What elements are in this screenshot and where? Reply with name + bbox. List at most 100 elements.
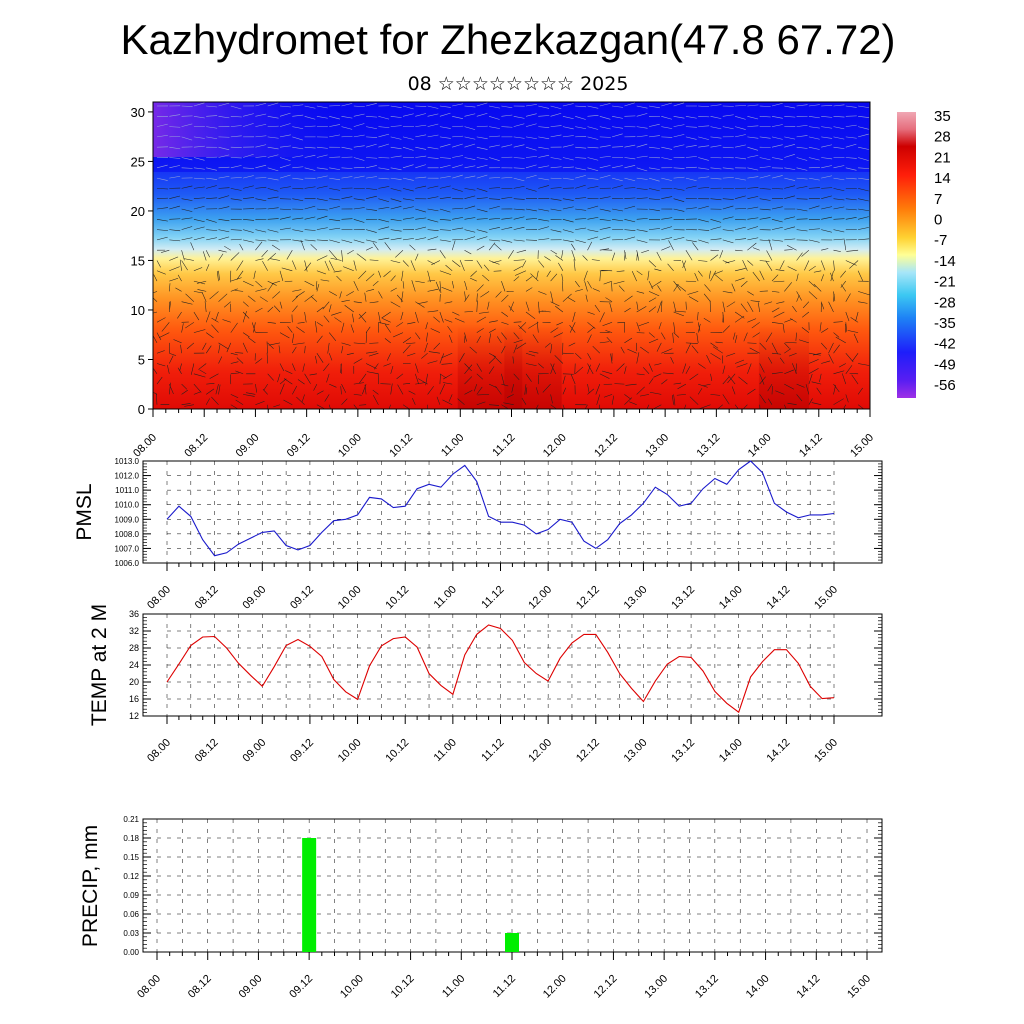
wind-vector bbox=[296, 326, 305, 333]
wind-vector bbox=[685, 301, 687, 310]
wind-vector bbox=[771, 157, 783, 160]
wind-vector bbox=[759, 394, 766, 404]
wind-vector bbox=[255, 239, 267, 242]
wind-vector bbox=[489, 126, 500, 129]
wind-vector bbox=[722, 239, 734, 244]
wind-vector bbox=[452, 311, 460, 316]
wind-vector bbox=[316, 167, 328, 170]
wind-vector bbox=[169, 239, 181, 242]
wind-vector bbox=[698, 125, 710, 127]
wind-vector bbox=[587, 364, 591, 374]
wind-vector bbox=[271, 244, 281, 251]
wind-vector bbox=[262, 261, 268, 271]
wind-vector bbox=[390, 219, 402, 222]
wind-vector bbox=[636, 229, 648, 232]
wind-vector bbox=[698, 116, 710, 118]
wind-vector bbox=[759, 270, 765, 281]
wind-vector bbox=[550, 157, 562, 160]
wind-vector bbox=[470, 270, 477, 277]
wind-vector bbox=[382, 318, 391, 323]
wind-vector bbox=[181, 260, 188, 271]
wind-vector bbox=[427, 134, 439, 138]
wind-vector bbox=[562, 206, 574, 210]
wind-vector bbox=[759, 363, 765, 373]
wind-vector bbox=[415, 105, 427, 107]
wind-vector bbox=[366, 143, 377, 148]
wind-vector bbox=[316, 227, 328, 230]
wind-vector bbox=[731, 283, 736, 292]
wind-vector bbox=[181, 198, 193, 201]
wind-vector bbox=[636, 177, 648, 180]
wind-vector bbox=[562, 352, 574, 355]
cross-section-y-tick-label: 20 bbox=[131, 204, 145, 219]
wind-vector bbox=[267, 116, 279, 119]
wind-vector bbox=[390, 366, 394, 374]
wind-vector bbox=[476, 102, 488, 107]
wind-vector bbox=[759, 188, 771, 190]
wind-vector bbox=[636, 252, 638, 261]
temperature-x-tick-label: 10.00 bbox=[336, 737, 364, 765]
wind-vector bbox=[771, 136, 783, 140]
wind-vector bbox=[267, 280, 277, 286]
wind-vector bbox=[326, 373, 330, 383]
wind-vector bbox=[378, 126, 390, 128]
wind-vector bbox=[153, 391, 158, 395]
wind-vector bbox=[316, 239, 328, 241]
wind-vector bbox=[833, 398, 844, 405]
wind-vector bbox=[833, 104, 845, 107]
wind-vector bbox=[443, 373, 453, 380]
wind-vector bbox=[218, 206, 230, 210]
wind-vector bbox=[773, 311, 785, 318]
wind-vector bbox=[820, 274, 824, 282]
wind-vector bbox=[833, 370, 845, 375]
wind-vector bbox=[230, 198, 242, 201]
wind-vector bbox=[662, 372, 674, 375]
wind-vector bbox=[784, 249, 793, 251]
wind-vector bbox=[353, 105, 365, 108]
wind-vector bbox=[353, 404, 358, 409]
colorbar-label: -42 bbox=[934, 336, 956, 353]
wind-vector bbox=[181, 185, 193, 189]
wind-vector bbox=[169, 283, 171, 292]
wind-vector bbox=[415, 146, 427, 150]
wind-vector bbox=[703, 293, 711, 302]
wind-vector bbox=[489, 239, 501, 242]
wind-vector bbox=[771, 116, 783, 119]
wind-vector bbox=[378, 237, 390, 241]
wind-vector bbox=[846, 249, 859, 252]
wind-vector bbox=[292, 305, 298, 313]
wind-vector bbox=[439, 373, 447, 379]
wind-vector bbox=[735, 105, 747, 107]
wind-vector bbox=[636, 218, 648, 220]
wind-vector bbox=[536, 270, 539, 279]
wind-vector bbox=[779, 260, 785, 270]
wind-vector bbox=[159, 332, 170, 338]
wind-vector bbox=[562, 177, 574, 180]
wind-vector bbox=[316, 322, 323, 327]
wind-vector bbox=[501, 322, 509, 325]
pmsl-x-tick-label: 14.12 bbox=[765, 584, 793, 612]
wind-vector bbox=[353, 342, 366, 345]
wind-vector bbox=[752, 247, 760, 251]
wind-vector bbox=[562, 239, 574, 243]
wind-vector bbox=[525, 164, 537, 169]
wind-vector bbox=[193, 373, 206, 378]
wind-vector bbox=[426, 332, 428, 342]
wind-vector bbox=[431, 260, 441, 266]
wind-vector bbox=[292, 385, 298, 395]
wind-vector bbox=[255, 124, 267, 127]
wind-vector bbox=[808, 352, 821, 356]
wind-vector bbox=[501, 126, 513, 128]
wind-vector bbox=[169, 352, 177, 356]
wind-vector bbox=[181, 167, 193, 169]
wind-vector bbox=[181, 250, 185, 261]
wind-vector bbox=[561, 273, 564, 282]
wind-vector bbox=[476, 260, 483, 269]
wind-vector bbox=[808, 136, 820, 140]
wind-vector bbox=[567, 297, 576, 302]
wind-vector bbox=[415, 185, 427, 189]
wind-vector bbox=[796, 252, 803, 261]
wind-vector bbox=[386, 353, 391, 361]
